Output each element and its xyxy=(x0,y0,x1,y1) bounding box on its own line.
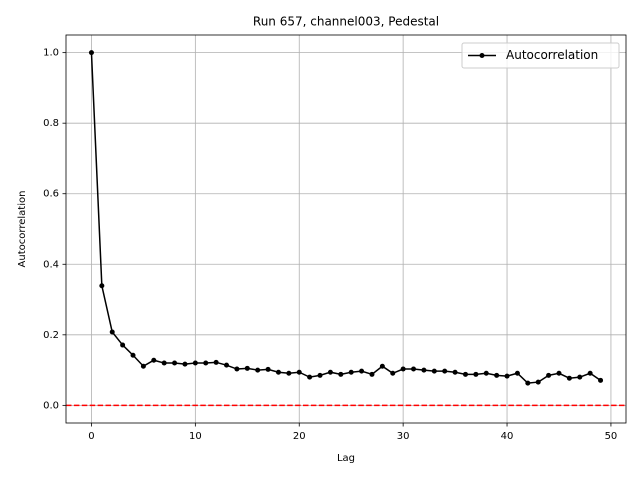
data-point xyxy=(88,50,94,56)
data-point xyxy=(327,369,333,375)
data-point xyxy=(130,352,136,358)
x-tick-label: 40 xyxy=(501,431,514,442)
data-point xyxy=(431,368,437,374)
x-tick-label: 20 xyxy=(293,431,306,442)
y-tick-label: 0.0 xyxy=(43,400,59,411)
y-tick-label: 0.2 xyxy=(43,330,59,341)
data-point xyxy=(99,283,105,289)
data-point xyxy=(452,369,458,375)
data-point xyxy=(514,370,520,376)
data-point xyxy=(120,342,126,348)
data-point xyxy=(307,374,313,380)
data-point xyxy=(275,369,281,375)
data-point xyxy=(556,370,562,376)
data-point xyxy=(577,374,583,380)
data-point xyxy=(390,370,396,376)
data-point xyxy=(462,371,468,377)
data-point xyxy=(598,377,604,383)
data-point xyxy=(369,371,375,377)
data-point xyxy=(379,363,385,369)
y-tick-label: 0.4 xyxy=(43,259,59,270)
data-point xyxy=(317,372,323,378)
data-point xyxy=(348,369,354,375)
x-tick-label: 10 xyxy=(189,431,202,442)
x-tick-label: 30 xyxy=(397,431,410,442)
data-point xyxy=(140,363,146,369)
data-point xyxy=(192,360,198,366)
data-point xyxy=(172,360,178,366)
legend-label: Autocorrelation xyxy=(506,48,598,62)
data-point xyxy=(421,367,427,373)
data-point xyxy=(525,380,531,386)
legend: Autocorrelation xyxy=(461,42,620,69)
data-point xyxy=(359,368,365,374)
data-point xyxy=(566,375,572,381)
data-point xyxy=(535,379,541,385)
data-point xyxy=(483,370,489,376)
data-point xyxy=(494,372,500,378)
data-point xyxy=(504,373,510,379)
data-point xyxy=(296,369,302,375)
data-point xyxy=(182,361,188,367)
data-point xyxy=(411,366,417,372)
data-point xyxy=(587,370,593,376)
data-point xyxy=(546,372,552,378)
data-point xyxy=(161,360,167,366)
data-point xyxy=(244,365,250,371)
data-point xyxy=(151,357,157,363)
x-axis-label: Lag xyxy=(337,453,355,464)
data-point xyxy=(338,371,344,377)
data-point xyxy=(203,360,209,366)
data-point xyxy=(442,368,448,374)
data-point xyxy=(400,366,406,372)
x-tick-label: 0 xyxy=(88,431,94,442)
data-point xyxy=(286,370,292,376)
plot-frame xyxy=(65,34,627,424)
data-point xyxy=(473,371,479,377)
data-point xyxy=(224,362,230,368)
y-tick-label: 1.0 xyxy=(43,48,59,59)
legend-box xyxy=(461,42,620,69)
y-tick-label: 0.8 xyxy=(43,118,59,129)
data-point xyxy=(213,359,219,365)
chart-title: Run 657, channel003, Pedestal xyxy=(253,15,439,29)
data-point xyxy=(234,366,240,372)
legend-marker xyxy=(479,53,485,58)
data-point xyxy=(109,329,115,335)
x-tick-label: 50 xyxy=(605,431,618,442)
y-tick-label: 0.6 xyxy=(43,189,59,200)
data-point xyxy=(255,367,261,373)
data-point xyxy=(265,366,271,372)
y-axis-label: Autocorrelation xyxy=(17,191,28,268)
